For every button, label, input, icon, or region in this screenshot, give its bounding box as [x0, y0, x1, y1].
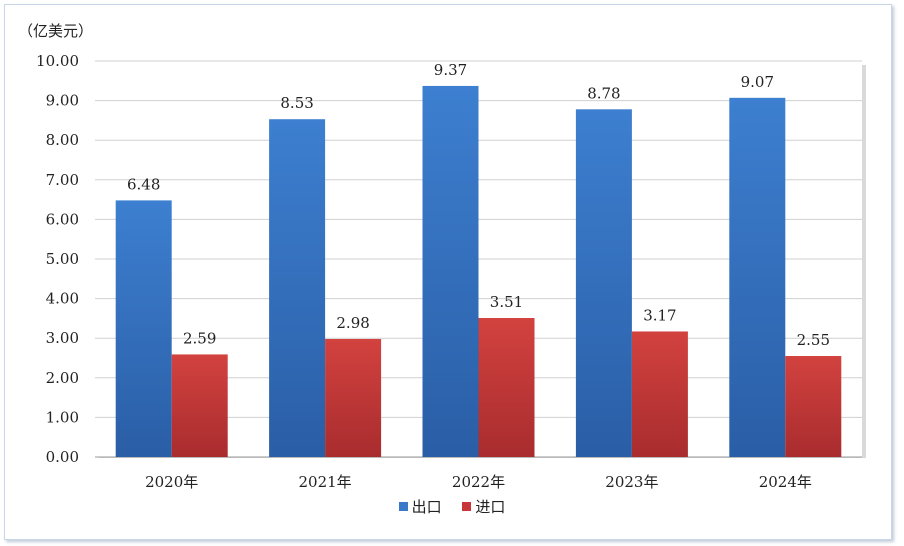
y-tick-label: 6.00 — [46, 210, 79, 228]
legend-swatch-import — [462, 502, 472, 511]
legend-label-import: 进口 — [475, 498, 506, 516]
legend-item-import: 进口 — [462, 496, 505, 517]
bar-import — [325, 338, 382, 457]
y-tick-label: 0.00 — [46, 448, 79, 466]
bar-export — [115, 200, 172, 457]
bar-export — [575, 109, 632, 457]
x-tick-label: 2023年 — [605, 473, 658, 491]
data-labels: 6.48 2.59 8.53 2.98 9.37 3.51 8.78 3.17 9.07 2.55 — [127, 61, 830, 349]
bar-import — [631, 331, 688, 457]
legend: 出口 进口 — [0, 496, 904, 517]
data-label: 8.53 — [280, 94, 313, 112]
data-label: 8.78 — [587, 84, 620, 102]
y-tick-label: 2.00 — [46, 369, 79, 387]
x-tick-label: 2022年 — [452, 473, 505, 491]
bar-import — [478, 318, 535, 457]
data-label: 9.07 — [741, 73, 774, 91]
bar-export — [729, 97, 786, 457]
x-tick-labels: 2020年 2021年 2022年 2023年 2024年 — [145, 473, 812, 491]
bars — [115, 85, 842, 457]
y-tick-label: 4.00 — [46, 290, 79, 308]
y-tick-label: 3.00 — [46, 329, 79, 347]
y-tick-label: 10.00 — [36, 52, 79, 70]
legend-swatch-export — [398, 502, 408, 511]
x-tick-label: 2020年 — [145, 473, 198, 491]
data-label: 3.17 — [643, 306, 676, 324]
x-tick-label: 2021年 — [299, 473, 352, 491]
y-tick-label: 5.00 — [46, 250, 79, 268]
bar-export — [269, 119, 326, 457]
data-label: 6.48 — [127, 175, 160, 193]
data-label: 3.51 — [490, 293, 523, 311]
bar-export — [422, 85, 479, 457]
x-tick-label: 2024年 — [759, 473, 812, 491]
y-tick-label: 7.00 — [46, 171, 79, 189]
y-tick-label: 9.00 — [46, 92, 79, 110]
legend-item-export: 出口 — [398, 496, 442, 517]
data-label: 2.59 — [183, 329, 216, 347]
y-tick-label: 1.00 — [46, 408, 79, 426]
data-label: 2.55 — [797, 331, 830, 349]
bar-import — [171, 354, 228, 457]
y-tick-label: 8.00 — [46, 131, 79, 149]
y-axis-unit-label: （亿美元） — [18, 22, 94, 40]
data-label: 9.37 — [434, 61, 467, 79]
data-label: 2.98 — [336, 314, 369, 332]
y-tick-labels: 0.00 1.00 2.00 3.00 4.00 5.00 6.00 7.00 8.00 9.00… — [36, 52, 79, 466]
bar-import — [785, 356, 842, 457]
legend-label-export: 出口 — [411, 498, 442, 516]
